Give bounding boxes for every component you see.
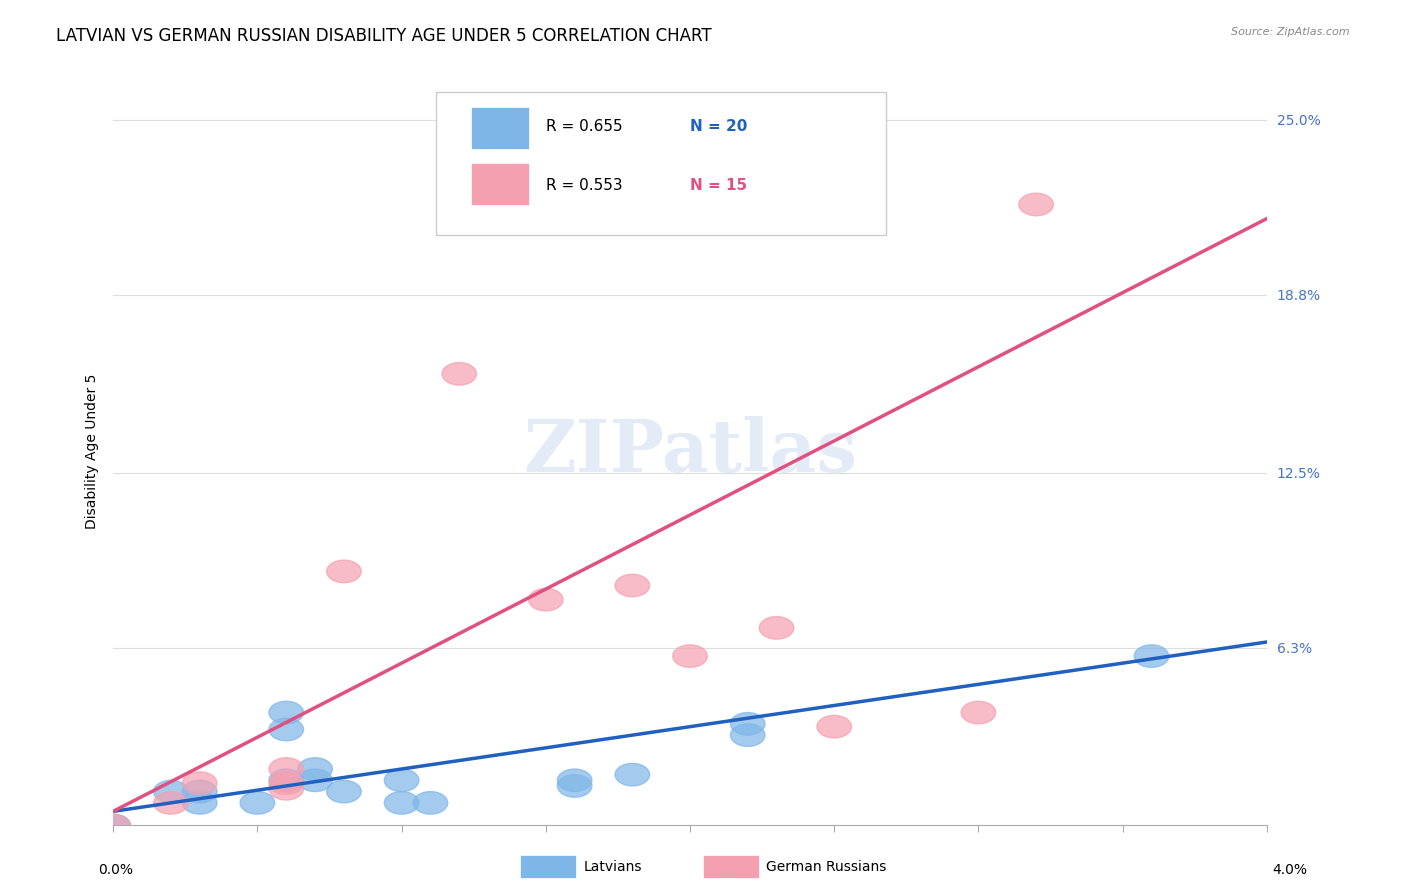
Text: Latvians: Latvians xyxy=(583,860,643,874)
Ellipse shape xyxy=(1019,194,1053,216)
Ellipse shape xyxy=(672,645,707,667)
Ellipse shape xyxy=(962,701,995,723)
FancyBboxPatch shape xyxy=(471,107,529,148)
Text: Source: ZipAtlas.com: Source: ZipAtlas.com xyxy=(1232,27,1350,37)
Text: 4.0%: 4.0% xyxy=(1272,863,1308,877)
Ellipse shape xyxy=(269,718,304,740)
Ellipse shape xyxy=(557,769,592,791)
Ellipse shape xyxy=(269,778,304,800)
Ellipse shape xyxy=(614,764,650,786)
Ellipse shape xyxy=(730,713,765,735)
Ellipse shape xyxy=(384,769,419,791)
Ellipse shape xyxy=(326,780,361,803)
Ellipse shape xyxy=(529,589,564,611)
Text: LATVIAN VS GERMAN RUSSIAN DISABILITY AGE UNDER 5 CORRELATION CHART: LATVIAN VS GERMAN RUSSIAN DISABILITY AGE… xyxy=(56,27,711,45)
Ellipse shape xyxy=(269,772,304,795)
Ellipse shape xyxy=(1135,645,1168,667)
Ellipse shape xyxy=(298,757,332,780)
Text: ZIPatlas: ZIPatlas xyxy=(523,416,858,487)
Text: R = 0.655: R = 0.655 xyxy=(546,119,623,134)
Ellipse shape xyxy=(817,715,852,738)
Ellipse shape xyxy=(730,723,765,747)
Ellipse shape xyxy=(96,814,131,837)
FancyBboxPatch shape xyxy=(471,163,529,204)
Ellipse shape xyxy=(326,560,361,582)
Text: N = 20: N = 20 xyxy=(690,119,748,134)
Ellipse shape xyxy=(183,772,217,795)
FancyBboxPatch shape xyxy=(436,93,886,235)
Ellipse shape xyxy=(183,780,217,803)
Ellipse shape xyxy=(614,574,650,597)
Ellipse shape xyxy=(413,791,447,814)
Ellipse shape xyxy=(240,791,274,814)
Text: N = 15: N = 15 xyxy=(690,178,747,194)
Ellipse shape xyxy=(269,757,304,780)
Ellipse shape xyxy=(384,791,419,814)
Ellipse shape xyxy=(96,814,131,837)
Ellipse shape xyxy=(269,701,304,723)
Text: 0.0%: 0.0% xyxy=(98,863,134,877)
Ellipse shape xyxy=(153,791,188,814)
Y-axis label: Disability Age Under 5: Disability Age Under 5 xyxy=(86,374,100,529)
Ellipse shape xyxy=(183,791,217,814)
Ellipse shape xyxy=(441,362,477,385)
Text: German Russians: German Russians xyxy=(766,860,887,874)
Ellipse shape xyxy=(269,769,304,791)
Text: R = 0.553: R = 0.553 xyxy=(546,178,623,194)
Ellipse shape xyxy=(557,774,592,797)
Ellipse shape xyxy=(298,769,332,791)
Ellipse shape xyxy=(759,616,794,640)
Ellipse shape xyxy=(153,780,188,803)
